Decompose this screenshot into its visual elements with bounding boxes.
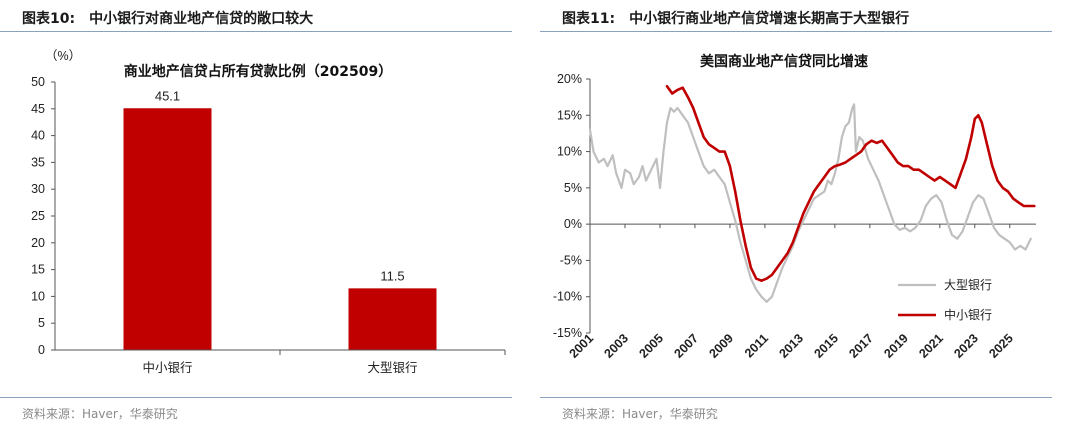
right-figure-title: 中小银行商业地产信贷增速长期高于大型银行 — [629, 11, 910, 27]
bar-marks: 45.1 11.5 — [123, 88, 437, 350]
bar-value-label: 11.5 — [380, 268, 404, 283]
bar-y-tick-label: 30 — [31, 182, 45, 196]
line-x-tick-label: 2009 — [706, 331, 736, 361]
line-x-tick-label: 2019 — [881, 331, 911, 361]
bar-y-tick-label: 40 — [31, 129, 45, 143]
line-x-tick-label: 2007 — [671, 331, 701, 361]
bar-y-tick-label: 5 — [38, 316, 45, 330]
line-x-axis: 2001 2003 2005 2007 2009 2011 2013 2015 2017 2019… — [567, 223, 1036, 361]
bar-y-tick-label: 0 — [38, 343, 45, 357]
right-source-note: 资料来源：Haver，华泰研究 — [562, 407, 718, 421]
bar-chart-title: 商业地产信贷占所有贷款比例（202509） — [124, 63, 392, 80]
line-y-tick-label: 15% — [557, 108, 582, 122]
line-x-tick-label: 2025 — [986, 331, 1016, 361]
line-series-group — [588, 85, 1036, 303]
right-figure-header: 图表11: 中小银行商业地产信贷增速长期高于大型银行 — [562, 8, 909, 28]
left-figure-title: 中小银行对商业地产信贷的敞口较大 — [89, 11, 314, 27]
bar-x-axis: 中小银行 大型银行 — [55, 349, 506, 375]
line-x-tick-label: 2023 — [951, 331, 981, 361]
line-y-axis: -15% -10% -5% 0% 5% 10% 15% 20% — [553, 72, 591, 340]
line-x-tick-label: 2013 — [776, 331, 806, 361]
right-footer-rule — [540, 397, 1052, 398]
bar-y-tick-label: 45 — [31, 102, 45, 116]
bar-chart: （%） 商业地产信贷占所有贷款比例（202509） 0 5 10 15 20 25 30 35… — [31, 49, 506, 375]
line-y-tick-label: -5% — [560, 253, 582, 267]
line-y-tick-label: 5% — [564, 181, 582, 195]
right-header-rule — [540, 31, 1052, 32]
bar-y-tick-label: 20 — [31, 236, 45, 250]
left-header-rule — [0, 31, 512, 32]
line-x-tick-label: 2003 — [602, 331, 632, 361]
left-source-note: 资料来源：Haver，华泰研究 — [22, 407, 178, 421]
bar-2 — [348, 288, 437, 350]
line-y-tick-label: 10% — [557, 145, 582, 159]
legend-label-1: 大型银行 — [944, 278, 992, 292]
left-figure-header: 图表10: 中小银行对商业地产信贷的敞口较大 — [22, 8, 313, 28]
bar-category-label: 中小银行 — [142, 360, 192, 375]
line-y-tick-label: -10% — [553, 290, 582, 304]
line-x-tick-label: 2021 — [916, 331, 946, 361]
legend-label-2: 中小银行 — [944, 307, 992, 322]
bar-y-tick-label: 10 — [31, 289, 45, 303]
line-x-tick-label: 2005 — [637, 331, 667, 361]
left-figure-number: 图表10: — [22, 11, 76, 27]
series-line-2 — [665, 85, 1036, 282]
line-y-tick-label: -15% — [553, 326, 582, 340]
line-x-tick-label: 2015 — [811, 331, 841, 361]
bar-unit-label: （%） — [45, 49, 81, 63]
series-line-1 — [588, 103, 1032, 303]
line-chart-title: 美国商业地产信贷同比增速 — [700, 53, 868, 70]
line-x-tick-label: 2011 — [742, 331, 771, 360]
line-chart: 美国商业地产信贷同比增速 -15% -10% -5% 0% 5% 10% 15% 20% 20… — [553, 53, 1036, 361]
left-figure-panel: 图表10: 中小银行对商业地产信贷的敞口较大 （%） 商业地产信贷占所有贷款比例（… — [0, 0, 520, 429]
bar-y-axis: 0 5 10 15 20 25 30 35 40 45 50 — [31, 75, 56, 357]
left-footer-rule — [0, 397, 512, 398]
right-figure-number: 图表11: — [562, 11, 616, 27]
line-x-tick-label: 2017 — [846, 331, 876, 361]
bar-1 — [123, 108, 212, 350]
line-y-tick-label: 0% — [564, 217, 582, 231]
bar-y-tick-label: 25 — [31, 209, 45, 223]
bar-category-label: 大型银行 — [367, 360, 417, 375]
right-figure-panel: 图表11: 中小银行商业地产信贷增速长期高于大型银行 美国商业地产信贷同比增速 -… — [540, 0, 1080, 429]
bar-y-tick-label: 50 — [31, 75, 45, 89]
bar-y-tick-label: 15 — [31, 263, 45, 277]
bar-y-tick-label: 35 — [31, 155, 45, 169]
line-y-tick-label: 20% — [557, 72, 582, 86]
bar-value-label: 45.1 — [155, 88, 180, 103]
